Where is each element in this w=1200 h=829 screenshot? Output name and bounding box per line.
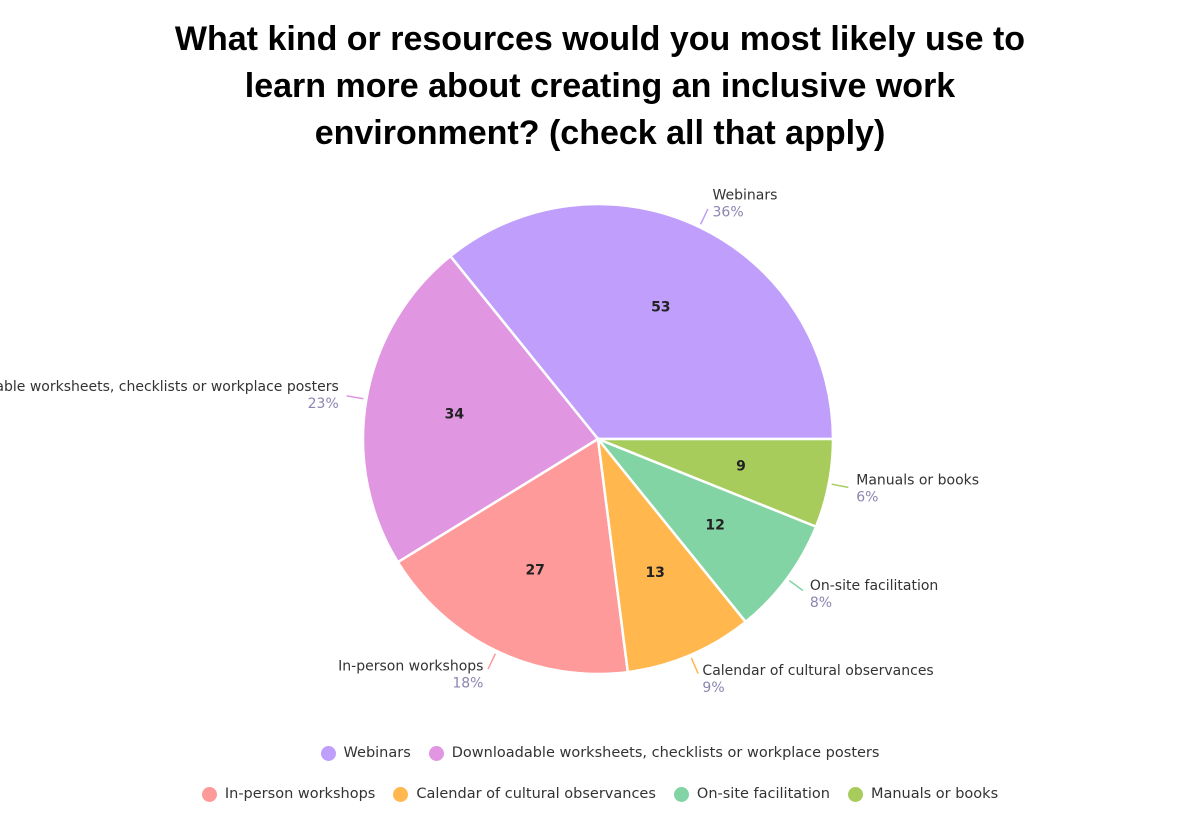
slice-label: Manuals or books (856, 473, 979, 489)
slice-label: Downloadable worksheets, checklists or w… (0, 379, 339, 395)
percent-label: 9% (702, 680, 724, 696)
legend-item: On-site facilitation (673, 786, 830, 802)
legend-item: Webinars (320, 745, 411, 761)
pie-slice (596, 434, 748, 674)
slice-label: Calendar of cultural observances (702, 663, 933, 679)
legend-label: Calendar of cultural observances (416, 786, 656, 802)
legend-swatch (428, 745, 444, 761)
slice-label: Webinars (713, 188, 778, 204)
legend-row: In-person workshops Calendar of cultural … (0, 786, 1200, 802)
legend-label: Manuals or books (870, 786, 999, 802)
value-label: 34 (445, 406, 465, 422)
legend-label: In-person workshops (224, 786, 376, 802)
legend-item: Downloadable worksheets, checklists or w… (428, 745, 880, 761)
value-label: 53 (651, 300, 670, 316)
legend-swatch (673, 786, 689, 802)
percent-label: 36% (713, 205, 744, 221)
pie-slice (448, 202, 835, 441)
pie-slice (396, 436, 630, 676)
leader-line (346, 395, 364, 400)
percent-label: 18% (452, 675, 483, 691)
leader-line (831, 483, 849, 489)
pie-slice (594, 436, 818, 624)
legend-item: Manuals or books (847, 786, 999, 802)
slice-label: On-site facilitation (810, 578, 938, 594)
leader-line (699, 208, 709, 225)
legend-label: Webinars (343, 745, 411, 761)
legend-item: Calendar of cultural observances (393, 786, 656, 802)
value-label: 9 (736, 459, 746, 475)
leader-line (487, 653, 497, 670)
value-label: 27 (525, 562, 544, 578)
value-label: 13 (645, 565, 664, 581)
slice-label: In-person workshops (338, 658, 483, 674)
legend-label: On-site facilitation (696, 786, 830, 802)
legend-swatch (201, 786, 217, 802)
legend-label: Downloadable worksheets, checklists or w… (451, 745, 880, 761)
legend-swatch (847, 786, 863, 802)
value-label: 12 (705, 518, 724, 534)
pie-slice (597, 437, 835, 529)
leader-line (690, 657, 699, 674)
percent-label: 23% (308, 396, 339, 412)
pie-slice (361, 254, 600, 564)
legend-swatch (320, 745, 336, 761)
chart-title: What kind or resources would you most li… (174, 20, 1026, 152)
legend-swatch (393, 786, 409, 802)
leader-line (788, 579, 804, 592)
legend-row: Webinars Downloadable worksheets, checkli… (0, 745, 1200, 761)
percent-label: 8% (810, 595, 832, 611)
legend-item: In-person workshops (201, 786, 376, 802)
percent-label: 6% (856, 490, 878, 506)
